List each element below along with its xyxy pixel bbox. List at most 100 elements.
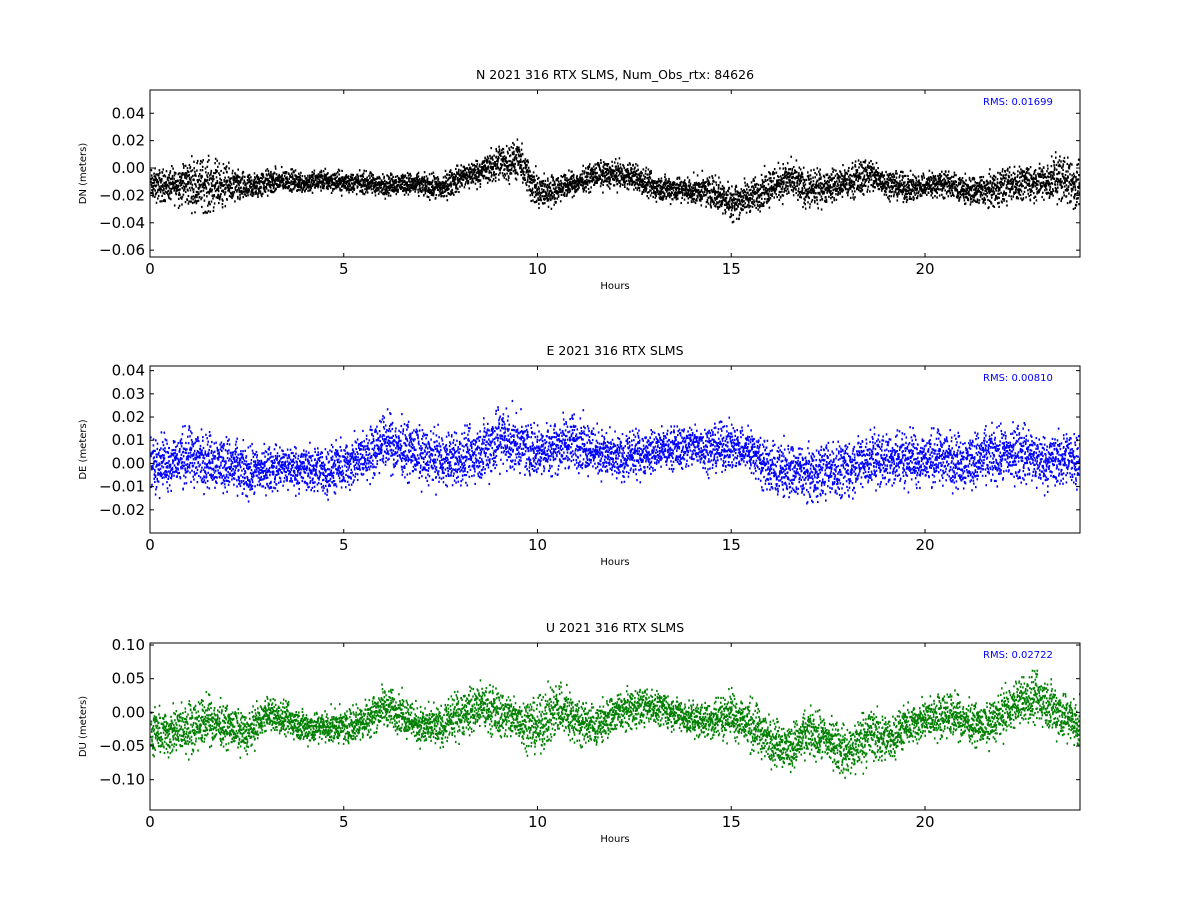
data-point [473,168,476,171]
data-point [415,185,418,189]
data-point [156,179,159,182]
data-point [272,176,275,179]
data-point [784,171,786,174]
data-point [237,180,239,183]
data-point [784,175,787,178]
data-point [366,189,368,192]
data-point [264,190,267,193]
data-point [210,171,212,174]
data-point [856,188,858,191]
data-point [393,179,396,182]
data-point [400,179,403,182]
data-point [556,192,558,195]
data-point [356,180,359,183]
data-point [153,184,156,187]
data-point [277,175,280,178]
data-point [743,194,746,197]
data-point [278,185,281,188]
data-point [608,171,610,174]
data-point [854,165,857,168]
data-point [225,179,228,182]
data-point [361,174,363,177]
data-point [337,168,340,171]
data-point [407,193,410,196]
data-point [504,168,506,171]
data-point [841,195,844,198]
data-point [682,183,685,186]
data-point [676,182,678,185]
data-point [392,175,394,178]
data-point [669,188,671,191]
data-point [548,184,550,187]
data-point [347,177,349,180]
data-point [296,189,298,192]
data-point [572,185,574,188]
data-point [222,171,225,174]
data-point [645,187,648,190]
data-point [362,172,365,175]
data-point [308,180,311,183]
data-point [601,172,604,175]
data-point [445,176,448,179]
data-point [620,170,622,173]
data-point [765,175,768,178]
data-point [598,165,601,168]
data-point [233,180,235,184]
data-point [359,189,362,192]
data-point [172,180,174,183]
data-point [273,172,276,175]
data-point [842,180,844,183]
data-point [776,179,779,182]
data-point [833,197,835,200]
data-point [468,163,470,166]
data-point [361,178,363,181]
data-point [494,164,496,167]
data-point [650,181,652,184]
data-point [705,189,708,192]
data-point [600,170,602,173]
data-point [703,184,705,187]
data-point [715,181,717,184]
data-point [424,181,427,184]
data-point [507,167,509,170]
data-point [447,192,450,195]
data-point [538,195,541,198]
data-point [391,188,394,191]
data-point [520,164,523,167]
data-point [753,199,755,202]
data-point [777,161,780,164]
data-point [271,176,273,179]
data-point [336,181,338,184]
data-point [499,153,501,157]
data-point [448,174,451,177]
data-point [827,184,829,187]
data-point [374,194,377,197]
data-point [179,184,182,187]
data-point [470,171,473,174]
data-point [255,187,258,190]
data-point [444,189,447,193]
data-point [195,200,197,203]
data-point [801,188,804,191]
data-point [436,180,438,184]
data-point [615,168,618,172]
data-point [553,180,556,183]
data-point [478,179,481,183]
data-point [847,175,850,178]
data-point [448,176,450,180]
data-point [616,182,619,186]
data-point [457,170,460,173]
data-point [665,197,667,200]
data-point [863,169,865,173]
data-point [295,178,298,181]
data-point [413,177,416,180]
data-point [659,191,662,194]
data-point [414,188,416,191]
data-point [679,183,682,186]
data-point [684,193,687,196]
data-point [454,181,456,185]
data-point [834,181,837,184]
data-point [298,172,300,175]
data-point [588,191,590,194]
data-point [536,182,539,185]
